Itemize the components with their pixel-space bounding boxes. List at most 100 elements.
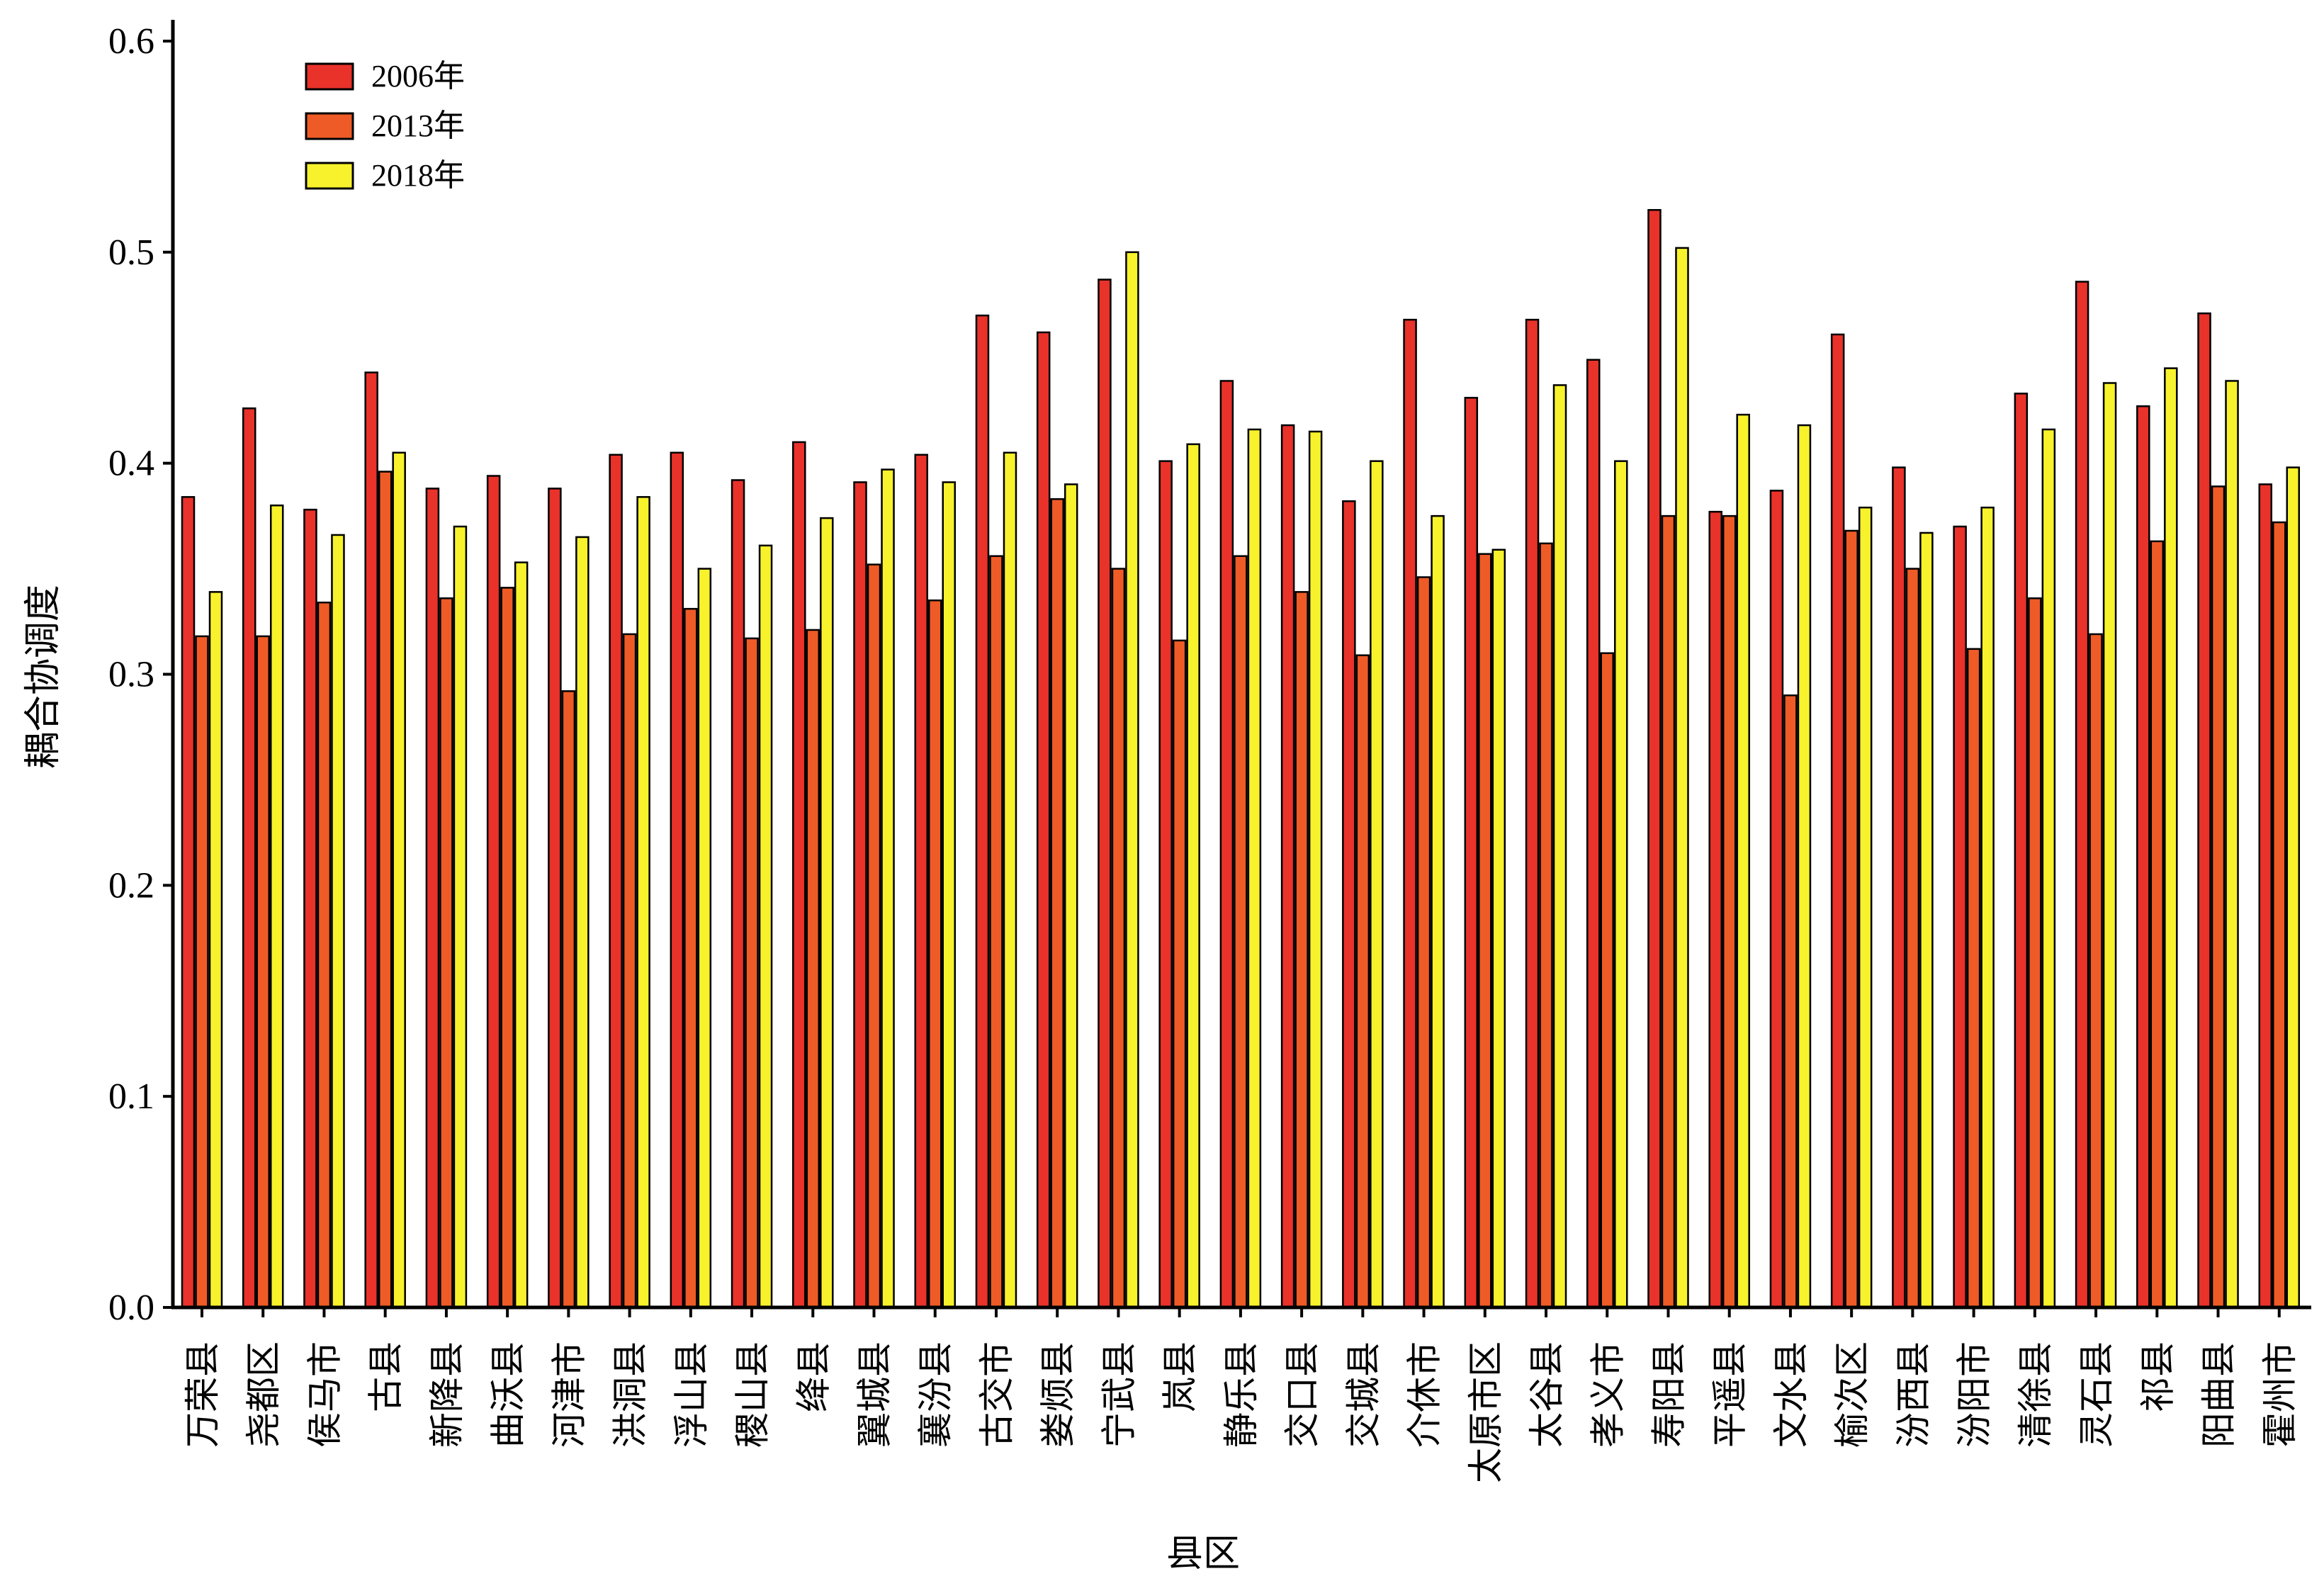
bar-2013年-稷山县 bbox=[745, 637, 759, 1309]
x-category-label: 新降县 bbox=[427, 1341, 468, 1448]
bar-2006年-侯马市 bbox=[303, 508, 317, 1309]
x-axis-title: 县区 bbox=[1166, 1533, 1240, 1575]
bar-2006年-稷山县 bbox=[731, 479, 745, 1309]
bar-2006年-交城县 bbox=[1342, 500, 1356, 1309]
bar-2006年-阳曲县 bbox=[2197, 312, 2211, 1309]
bar-2006年-灵石县 bbox=[2075, 281, 2089, 1309]
legend-label: 2006年 bbox=[371, 59, 465, 94]
bar-2006年-榆次区 bbox=[1830, 333, 1845, 1309]
bar-2018年-新降县 bbox=[453, 525, 468, 1309]
y-tick-label: 0.2 bbox=[108, 865, 154, 906]
y-axis-ticks: 0.0 0.1 0.2 0.3 0.4 0.5 0.6 bbox=[108, 21, 173, 1328]
bar-2013年-曲沃县 bbox=[500, 587, 514, 1309]
x-category-label: 阳曲县 bbox=[2199, 1341, 2240, 1448]
bar-2018年-静乐县 bbox=[1247, 428, 1262, 1309]
bar-2013年-寿阳县 bbox=[1661, 514, 1676, 1309]
bar-2013年-洪洞县 bbox=[622, 633, 637, 1309]
bar-2018年-洪洞县 bbox=[636, 496, 650, 1309]
bar-2006年-静乐县 bbox=[1219, 380, 1234, 1309]
legend: 2006年 2013年 2018年 bbox=[305, 59, 465, 193]
bar-2018年-清徐县 bbox=[2041, 428, 2056, 1309]
bar-2013年-古县 bbox=[378, 471, 393, 1309]
x-category-label: 古县 bbox=[366, 1341, 407, 1412]
x-category-label: 万荣县 bbox=[182, 1341, 223, 1448]
bar-2013年-浮山县 bbox=[684, 607, 698, 1309]
bar-2013年-万荣县 bbox=[195, 635, 209, 1309]
y-axis-title: 耦合协调度 bbox=[22, 585, 64, 769]
bar-2018年-娄烦县 bbox=[1064, 483, 1078, 1309]
bar-2018年-介休市 bbox=[1431, 514, 1445, 1309]
bar-2013年-太原市区 bbox=[1478, 553, 1492, 1309]
bar-2018年-古交市 bbox=[1003, 451, 1017, 1309]
x-category-label: 寿阳县 bbox=[1648, 1341, 1689, 1448]
bar-2018年-霍州市 bbox=[2286, 466, 2301, 1309]
bar-2018年-太谷县 bbox=[1552, 384, 1567, 1309]
x-category-label: 尧都区 bbox=[243, 1341, 284, 1448]
legend-swatch bbox=[305, 162, 354, 190]
x-category-label: 曲沃县 bbox=[487, 1341, 529, 1448]
bar-2006年-尧都区 bbox=[242, 407, 256, 1309]
bar-2013年-汾西县 bbox=[1905, 568, 1920, 1309]
x-category-label: 岚县 bbox=[1160, 1341, 1201, 1412]
legend-swatch bbox=[305, 112, 354, 140]
bar-2013年-新降县 bbox=[439, 597, 453, 1309]
bar-2018年-宁武县 bbox=[1125, 251, 1139, 1309]
bar-2013年-绛县 bbox=[806, 629, 820, 1309]
y-tick-label: 0.6 bbox=[108, 21, 154, 62]
bar-2006年-新降县 bbox=[425, 488, 440, 1309]
bar-2018年-曲沃县 bbox=[514, 561, 529, 1309]
bar-2013年-岚县 bbox=[1172, 639, 1187, 1309]
bar-2013年-静乐县 bbox=[1234, 555, 1248, 1309]
x-category-label: 汾阳市 bbox=[1954, 1341, 1995, 1448]
bar-2013年-河津市 bbox=[561, 690, 576, 1309]
bar-2018年-岚县 bbox=[1186, 443, 1200, 1309]
bar-2006年-交口县 bbox=[1280, 424, 1295, 1309]
y-tick-label: 0.4 bbox=[108, 444, 154, 484]
x-category-label: 汾西县 bbox=[1893, 1341, 1934, 1448]
x-category-label: 古交市 bbox=[976, 1341, 1017, 1448]
x-category-label: 孝义市 bbox=[1587, 1341, 1628, 1448]
x-category-label: 太谷县 bbox=[1526, 1341, 1567, 1448]
bar-2013年-襄汾县 bbox=[927, 600, 942, 1309]
bar-2006年-古交市 bbox=[975, 314, 990, 1309]
bar-2018年-灵石县 bbox=[2102, 382, 2117, 1309]
legend-label: 2013年 bbox=[371, 108, 465, 143]
bar-2006年-介休市 bbox=[1403, 318, 1417, 1309]
x-category-label: 稷山县 bbox=[732, 1341, 773, 1448]
bar-2013年-介休市 bbox=[1416, 576, 1431, 1309]
bar-2018年-文水县 bbox=[1797, 424, 1812, 1309]
x-axis-category-labels: 万荣县 尧都区 侯马市 古县 新降县 曲沃县 河津市 洪洞县 浮山县 稷山县 绛县 翼城县 襄汾县 古交市… bbox=[182, 1307, 2301, 1483]
bar-2018年-浮山县 bbox=[697, 568, 712, 1309]
x-category-label: 河津市 bbox=[548, 1341, 590, 1448]
bar-2006年-襄汾县 bbox=[914, 454, 928, 1309]
bar-2018年-河津市 bbox=[575, 536, 590, 1309]
bar-2018年-稷山县 bbox=[758, 544, 773, 1309]
x-category-label: 侯马市 bbox=[304, 1341, 345, 1448]
legend-label: 2018年 bbox=[371, 158, 465, 193]
x-category-label: 灵石县 bbox=[2076, 1341, 2117, 1448]
x-category-label: 洪洞县 bbox=[610, 1341, 651, 1448]
x-category-label: 交口县 bbox=[1282, 1341, 1323, 1448]
bar-2013年-汾阳市 bbox=[1966, 648, 1981, 1309]
bar-2006年-孝义市 bbox=[1586, 359, 1601, 1309]
x-category-label: 静乐县 bbox=[1221, 1341, 1262, 1448]
bar-2006年-娄烦县 bbox=[1036, 331, 1051, 1309]
x-category-label: 娄烦县 bbox=[1037, 1341, 1078, 1448]
bar-2006年-绛县 bbox=[792, 441, 806, 1309]
bar-2006年-寿阳县 bbox=[1647, 209, 1662, 1309]
bars-group bbox=[181, 209, 2301, 1309]
bar-2018年-翼城县 bbox=[881, 468, 895, 1309]
bar-2013年-平遥县 bbox=[1722, 514, 1737, 1309]
bar-2013年-侯马市 bbox=[317, 601, 332, 1309]
bar-2018年-平遥县 bbox=[1736, 413, 1750, 1309]
bar-2013年-翼城县 bbox=[867, 563, 881, 1309]
bar-2018年-万荣县 bbox=[208, 591, 223, 1309]
bar-2013年-太谷县 bbox=[1539, 542, 1553, 1309]
bar-2013年-娄烦县 bbox=[1050, 498, 1064, 1309]
x-category-label: 榆次区 bbox=[1832, 1341, 1873, 1448]
bar-2013年-祁县 bbox=[2150, 540, 2165, 1309]
x-category-label: 祁县 bbox=[2137, 1341, 2178, 1412]
x-category-label: 太原市区 bbox=[1465, 1341, 1506, 1483]
bar-2018年-祁县 bbox=[2164, 367, 2178, 1309]
x-category-label: 平遥县 bbox=[1710, 1341, 1751, 1448]
